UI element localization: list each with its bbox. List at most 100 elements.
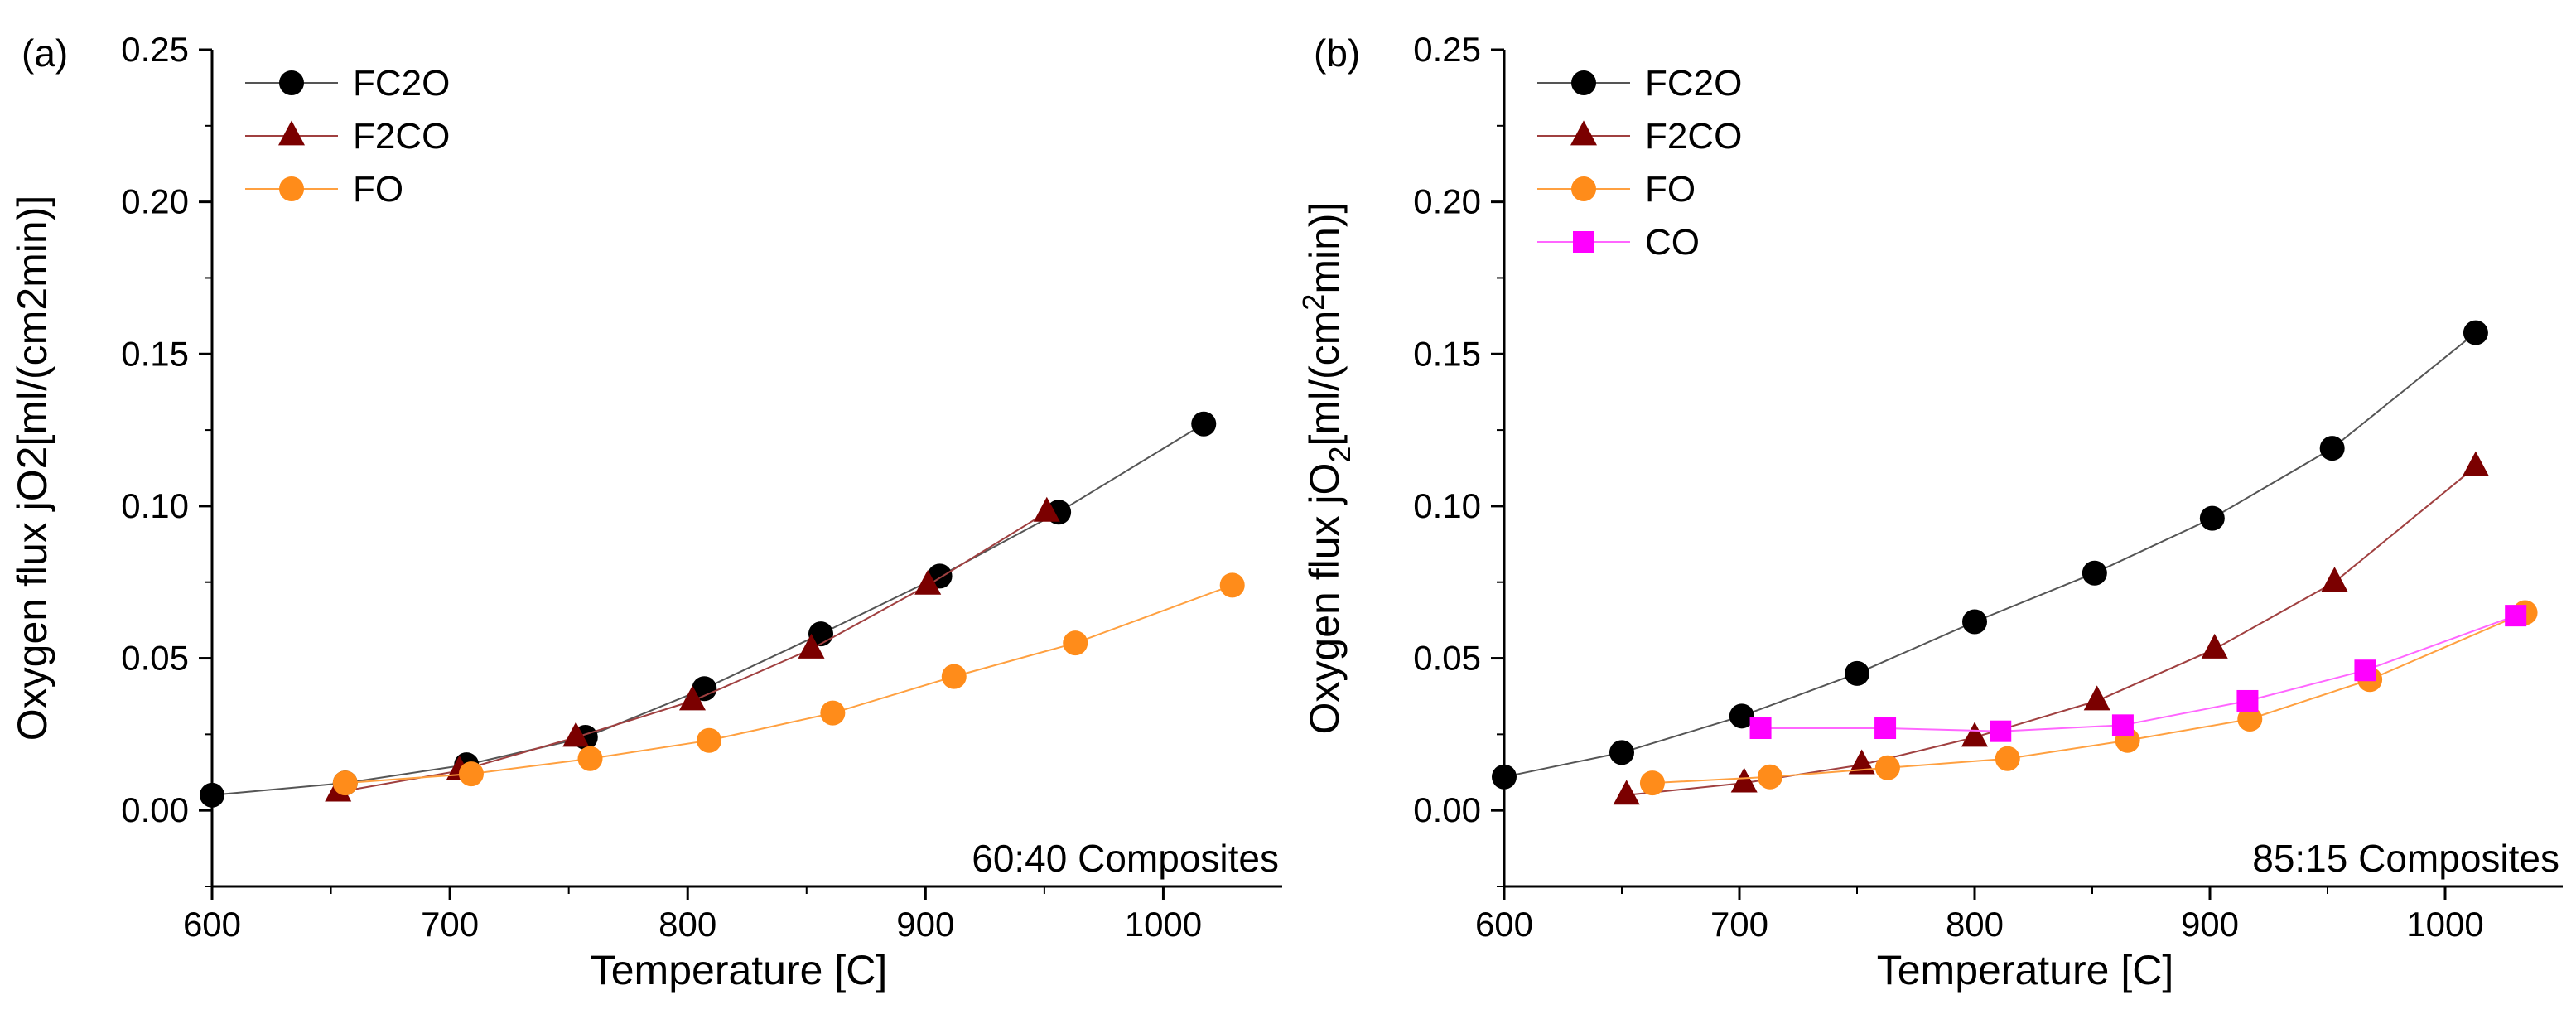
legend-marker [279, 176, 304, 201]
series-line [1626, 466, 2477, 796]
data-point [1757, 764, 1782, 790]
data-point [577, 746, 603, 771]
y-tick-label: 0.00 [1413, 790, 1481, 829]
legend-marker [278, 120, 305, 146]
data-point [2082, 560, 2107, 586]
legend-marker [1573, 231, 1594, 253]
y-tick-label: 0.15 [1413, 334, 1481, 373]
x-tick-label: 800 [1946, 905, 2004, 944]
chart-panel-a: 600 700 800 900 1000 0.00 0.05 0.10 0.15 0.20 0.25… [9, 30, 1282, 993]
composite-annotation: 85:15 Composites [2252, 837, 2559, 880]
x-tick-label: 700 [1710, 905, 1768, 944]
panel-label: (b) [1314, 31, 1360, 75]
data-point [1730, 767, 1758, 793]
legend: FC2O F2CO FO [245, 63, 450, 210]
series-line [345, 584, 1233, 785]
data-point [1033, 496, 1060, 522]
data-point [1874, 717, 1897, 740]
x-tick-label: 700 [421, 905, 479, 944]
data-point [1219, 572, 1245, 598]
legend-item-f2co: F2CO [245, 116, 450, 157]
composite-annotation: 60:40 Composites [972, 837, 1279, 880]
legend-marker [1570, 120, 1597, 146]
x-tick-label: 1000 [1125, 905, 1202, 944]
y-tick-label: 0.20 [121, 182, 189, 221]
data-point [1874, 755, 1900, 780]
series-fc2o [1492, 320, 2488, 790]
series-line [1760, 615, 2516, 732]
series-f2co [325, 496, 1060, 802]
data-point [697, 727, 722, 753]
series-fo [332, 572, 1245, 796]
data-point [2236, 689, 2259, 712]
data-point [1639, 770, 1665, 796]
data-point [1961, 722, 1988, 747]
data-point [2237, 707, 2263, 732]
legend-label: F2CO [353, 116, 450, 157]
data-point [332, 770, 358, 796]
series-co [1749, 605, 2527, 742]
legend-item-f2co: F2CO [1537, 116, 1742, 157]
legend-item-fo: FO [1537, 169, 1696, 210]
y-axis-title: Oxygen flux jO2[ml/(cm2min)] [9, 196, 55, 741]
data-point [692, 676, 717, 702]
data-point [2463, 320, 2488, 345]
legend-marker [279, 70, 304, 95]
data-point [2111, 714, 2134, 736]
data-point [1191, 411, 1217, 437]
data-point [2201, 633, 2228, 659]
legend-item-fo: FO [245, 169, 403, 210]
legend-marker [1571, 176, 1596, 201]
data-point [1749, 717, 1772, 740]
y-tick-label: 0.10 [121, 486, 189, 525]
data-point [1990, 720, 2012, 742]
x-axis-title: Temperature [C] [1877, 947, 2173, 993]
y-axis-title: Oxygen flux jO2[ml/(cm2min)] [1296, 202, 1357, 735]
data-point [1063, 630, 1088, 656]
x-tick-label: 900 [896, 905, 954, 944]
data-point [458, 761, 484, 787]
data-point [1613, 780, 1640, 805]
legend-label: CO [1645, 222, 1700, 263]
data-point [941, 664, 967, 689]
legend-item-co: CO [1537, 222, 1700, 263]
chart-panel-b: 600 700 800 900 1000 0.00 0.05 0.10 0.15 0.20 0.25… [1296, 30, 2563, 993]
data-point [1609, 740, 1634, 765]
y-tick-label: 0.00 [121, 790, 189, 829]
legend-label: F2CO [1645, 116, 1742, 157]
data-point [679, 685, 706, 711]
y-tick-label: 0.05 [121, 639, 189, 678]
data-point [2462, 451, 2489, 476]
x-axis-title: Temperature [C] [591, 947, 887, 993]
data-point [798, 633, 825, 659]
legend-label: FO [353, 169, 403, 210]
data-point [1845, 660, 1869, 686]
data-point [2319, 436, 2345, 461]
data-point [914, 569, 942, 595]
legend-marker [1571, 70, 1596, 95]
legend-label: FC2O [1645, 63, 1742, 104]
x-tick-label: 600 [183, 905, 241, 944]
legend-item-fc2o: FC2O [1537, 63, 1742, 104]
series-line [338, 511, 1048, 794]
data-point [2354, 659, 2376, 682]
data-point [562, 722, 590, 747]
data-point [1729, 703, 1754, 729]
y-tick-label: 0.10 [1413, 486, 1481, 525]
legend-item-fc2o: FC2O [245, 63, 450, 104]
y-tick-label: 0.15 [121, 334, 189, 373]
y-tick-label: 0.20 [1413, 182, 1481, 221]
series-line [1652, 611, 2525, 785]
x-tick-label: 800 [658, 905, 716, 944]
x-tick-label: 1000 [2406, 905, 2483, 944]
data-point [2083, 685, 2110, 711]
panel-label: (a) [22, 31, 68, 75]
data-point [2199, 505, 2225, 531]
y-tick-label: 0.25 [121, 30, 189, 69]
y-tick-label: 0.05 [1413, 639, 1481, 678]
legend-label: FC2O [353, 63, 450, 104]
data-point [2321, 567, 2348, 592]
x-tick-label: 600 [1475, 905, 1533, 944]
legend-label: FO [1645, 169, 1696, 210]
